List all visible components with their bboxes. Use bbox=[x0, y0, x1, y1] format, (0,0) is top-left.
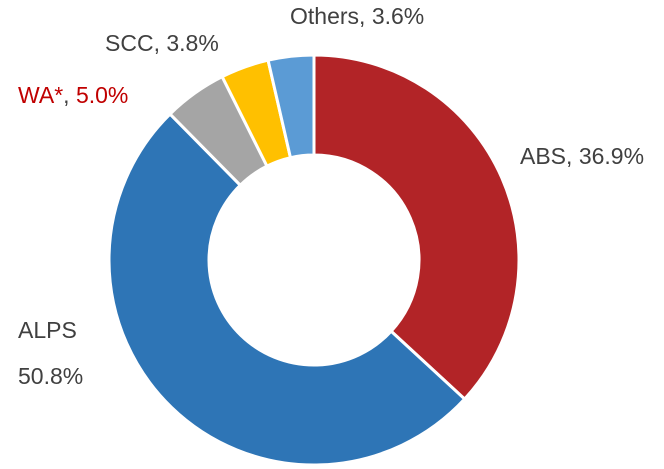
slice bbox=[266, 53, 316, 160]
slice bbox=[312, 53, 521, 402]
label-value: 3.6% bbox=[372, 3, 424, 29]
label-separator: , bbox=[154, 30, 167, 56]
label-value: 36.9% bbox=[579, 143, 644, 169]
label-value: 5.0% bbox=[76, 82, 128, 108]
label-separator: , bbox=[63, 82, 76, 108]
label-value: 3.8% bbox=[166, 30, 218, 56]
data-label-value: 50.8% bbox=[18, 363, 83, 389]
data-label: Others, 3.6% bbox=[290, 3, 424, 29]
data-label: ABS, 36.9% bbox=[520, 143, 644, 169]
label-separator: , bbox=[566, 143, 579, 169]
label-name: SCC bbox=[105, 30, 154, 56]
label-name: ALPS bbox=[18, 317, 77, 343]
data-label: SCC, 3.8% bbox=[105, 30, 219, 56]
label-name: ABS bbox=[520, 143, 566, 169]
label-name: WA* bbox=[18, 82, 63, 108]
label-name: Others bbox=[290, 3, 359, 29]
data-label: ALPS bbox=[18, 317, 77, 343]
data-label: WA*, 5.0% bbox=[18, 82, 128, 108]
label-separator: , bbox=[359, 3, 372, 29]
